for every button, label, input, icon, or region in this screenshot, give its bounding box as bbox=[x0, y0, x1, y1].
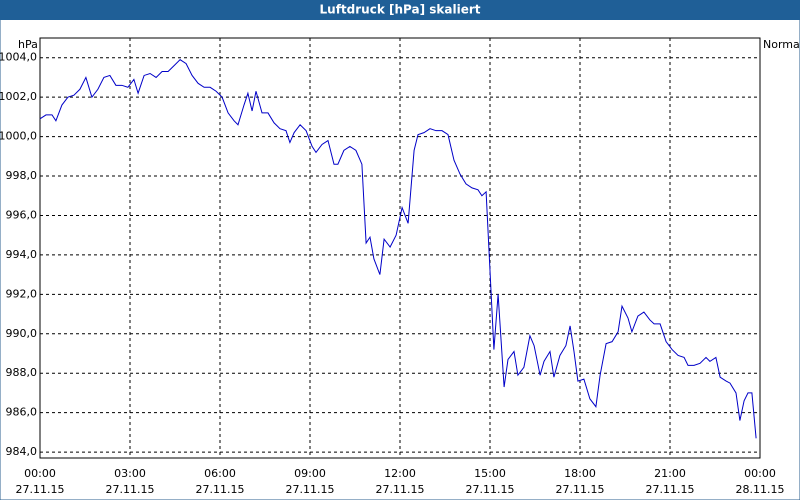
x-tick-date: 27.11.15 bbox=[466, 483, 515, 496]
x-tick-label: 06:00 bbox=[204, 467, 236, 480]
y-tick-label: 996,0 bbox=[6, 208, 38, 221]
chart-title: Luftdruck [hPa] skaliert bbox=[320, 3, 481, 17]
legend-entry: Normal bbox=[763, 38, 800, 51]
x-tick-label: 00:00 bbox=[24, 467, 56, 480]
y-tick-label: 998,0 bbox=[6, 169, 38, 182]
y-tick-label: 1002,0 bbox=[0, 90, 37, 103]
y-tick-label: 984,0 bbox=[6, 445, 38, 458]
x-tick-date: 28.11.15 bbox=[736, 483, 785, 496]
title-bar bbox=[0, 0, 800, 20]
y-tick-label: 986,0 bbox=[6, 406, 38, 419]
y-tick-label: 1000,0 bbox=[0, 130, 37, 143]
x-tick-date: 27.11.15 bbox=[286, 483, 335, 496]
x-tick-date: 27.11.15 bbox=[196, 483, 245, 496]
x-tick-label: 18:00 bbox=[564, 467, 596, 480]
x-tick-label: 12:00 bbox=[384, 467, 416, 480]
y-tick-label: 994,0 bbox=[6, 248, 38, 261]
x-tick-label: 03:00 bbox=[114, 467, 146, 480]
x-tick-label: 00:00 bbox=[744, 467, 776, 480]
data-line bbox=[39, 59, 757, 439]
y-axis-label: hPa bbox=[18, 38, 38, 51]
x-tick-date: 27.11.15 bbox=[106, 483, 155, 496]
x-tick-label: 15:00 bbox=[474, 467, 506, 480]
x-tick-date: 27.11.15 bbox=[376, 483, 425, 496]
y-tick-label: 1004,0 bbox=[0, 51, 37, 64]
y-tick-label: 992,0 bbox=[6, 287, 38, 300]
x-tick-date: 27.11.15 bbox=[16, 483, 65, 496]
y-tick-label: 988,0 bbox=[6, 366, 38, 379]
y-tick-label: 990,0 bbox=[6, 327, 38, 340]
x-tick-date: 27.11.15 bbox=[556, 483, 605, 496]
x-tick-date: 27.11.15 bbox=[646, 483, 695, 496]
x-tick-label: 09:00 bbox=[294, 467, 326, 480]
x-tick-label: 21:00 bbox=[654, 467, 686, 480]
